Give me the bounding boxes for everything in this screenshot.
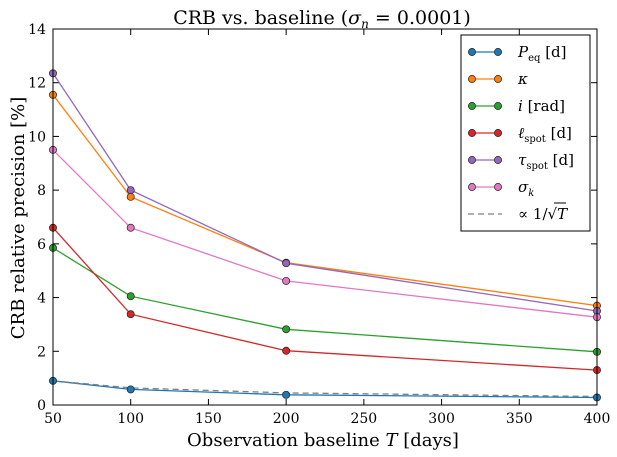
x-axis-label: Observation baseline T [days] xyxy=(187,430,459,451)
legend: Peq [d] κ i [rad] ℓspot [d] τspot [d] σk ∝ 1/√… xyxy=(460,34,591,232)
legend-label: Peq [d] xyxy=(517,43,567,64)
data-point xyxy=(126,292,135,301)
series-line-3 xyxy=(52,227,598,371)
y-tick-label: 14 xyxy=(28,22,46,38)
legend-label: κ xyxy=(517,70,528,88)
legend-marker xyxy=(468,183,476,191)
legend-label: σk xyxy=(518,178,534,199)
series-markers xyxy=(49,69,601,402)
x-tick-label: 150 xyxy=(195,411,222,427)
series-line-6 xyxy=(52,380,598,398)
y-tick-label: 0 xyxy=(37,398,46,414)
series-line-4 xyxy=(52,72,598,312)
data-point xyxy=(126,186,135,195)
x-tick-label: 200 xyxy=(273,411,300,427)
legend-label: ℓspot [d] xyxy=(518,124,572,145)
y-tick-label: 12 xyxy=(28,76,46,92)
legend-marker xyxy=(468,102,476,110)
x-tick-label: 400 xyxy=(584,411,611,427)
y-axis-label: CRB relative precision [%] xyxy=(8,97,29,339)
y-tick-label: 8 xyxy=(37,183,46,199)
y-tick-label: 2 xyxy=(37,344,46,360)
legend-label: i [rad] xyxy=(518,97,565,115)
axis-ticks: 50 100 150 200 250 300 350 400 0 2 4 6 8 10 12 14 xyxy=(28,22,610,427)
legend-marker xyxy=(494,129,502,137)
data-point xyxy=(282,346,291,355)
data-point xyxy=(282,390,291,399)
legend-marker xyxy=(468,75,476,83)
x-tick-label: 350 xyxy=(506,411,533,427)
legend-marker xyxy=(468,156,476,164)
series-line-5 xyxy=(52,149,598,318)
legend-marker xyxy=(494,75,502,83)
plot-frame xyxy=(52,28,598,406)
x-tick-label: 50 xyxy=(44,411,62,427)
x-tick-label: 250 xyxy=(350,411,377,427)
data-point xyxy=(126,192,135,201)
series-line-1 xyxy=(52,94,598,307)
data-point xyxy=(282,325,291,334)
y-tick-label: 6 xyxy=(37,237,46,253)
legend-marker xyxy=(494,183,502,191)
legend-marker xyxy=(494,156,502,164)
legend-marker xyxy=(494,48,502,56)
data-point xyxy=(126,223,135,232)
series-line-2 xyxy=(52,247,598,353)
series-lines xyxy=(52,72,598,399)
data-point xyxy=(126,310,135,319)
x-tick-label: 300 xyxy=(428,411,455,427)
legend-marker xyxy=(468,48,476,56)
data-point xyxy=(282,276,291,285)
legend-label: τspot [d] xyxy=(518,151,574,172)
series-line-0 xyxy=(52,380,598,399)
y-tick-label: 4 xyxy=(37,291,46,307)
legend-marker xyxy=(468,129,476,137)
x-tick-label: 100 xyxy=(117,411,144,427)
chart-title: CRB vs. baseline (σn = 0.0001) xyxy=(173,7,471,31)
legend-label: ∝ 1/√T xyxy=(518,205,568,223)
data-point xyxy=(126,385,135,394)
y-tick-label: 10 xyxy=(28,129,46,145)
data-point xyxy=(282,259,291,268)
legend-marker xyxy=(494,102,502,110)
